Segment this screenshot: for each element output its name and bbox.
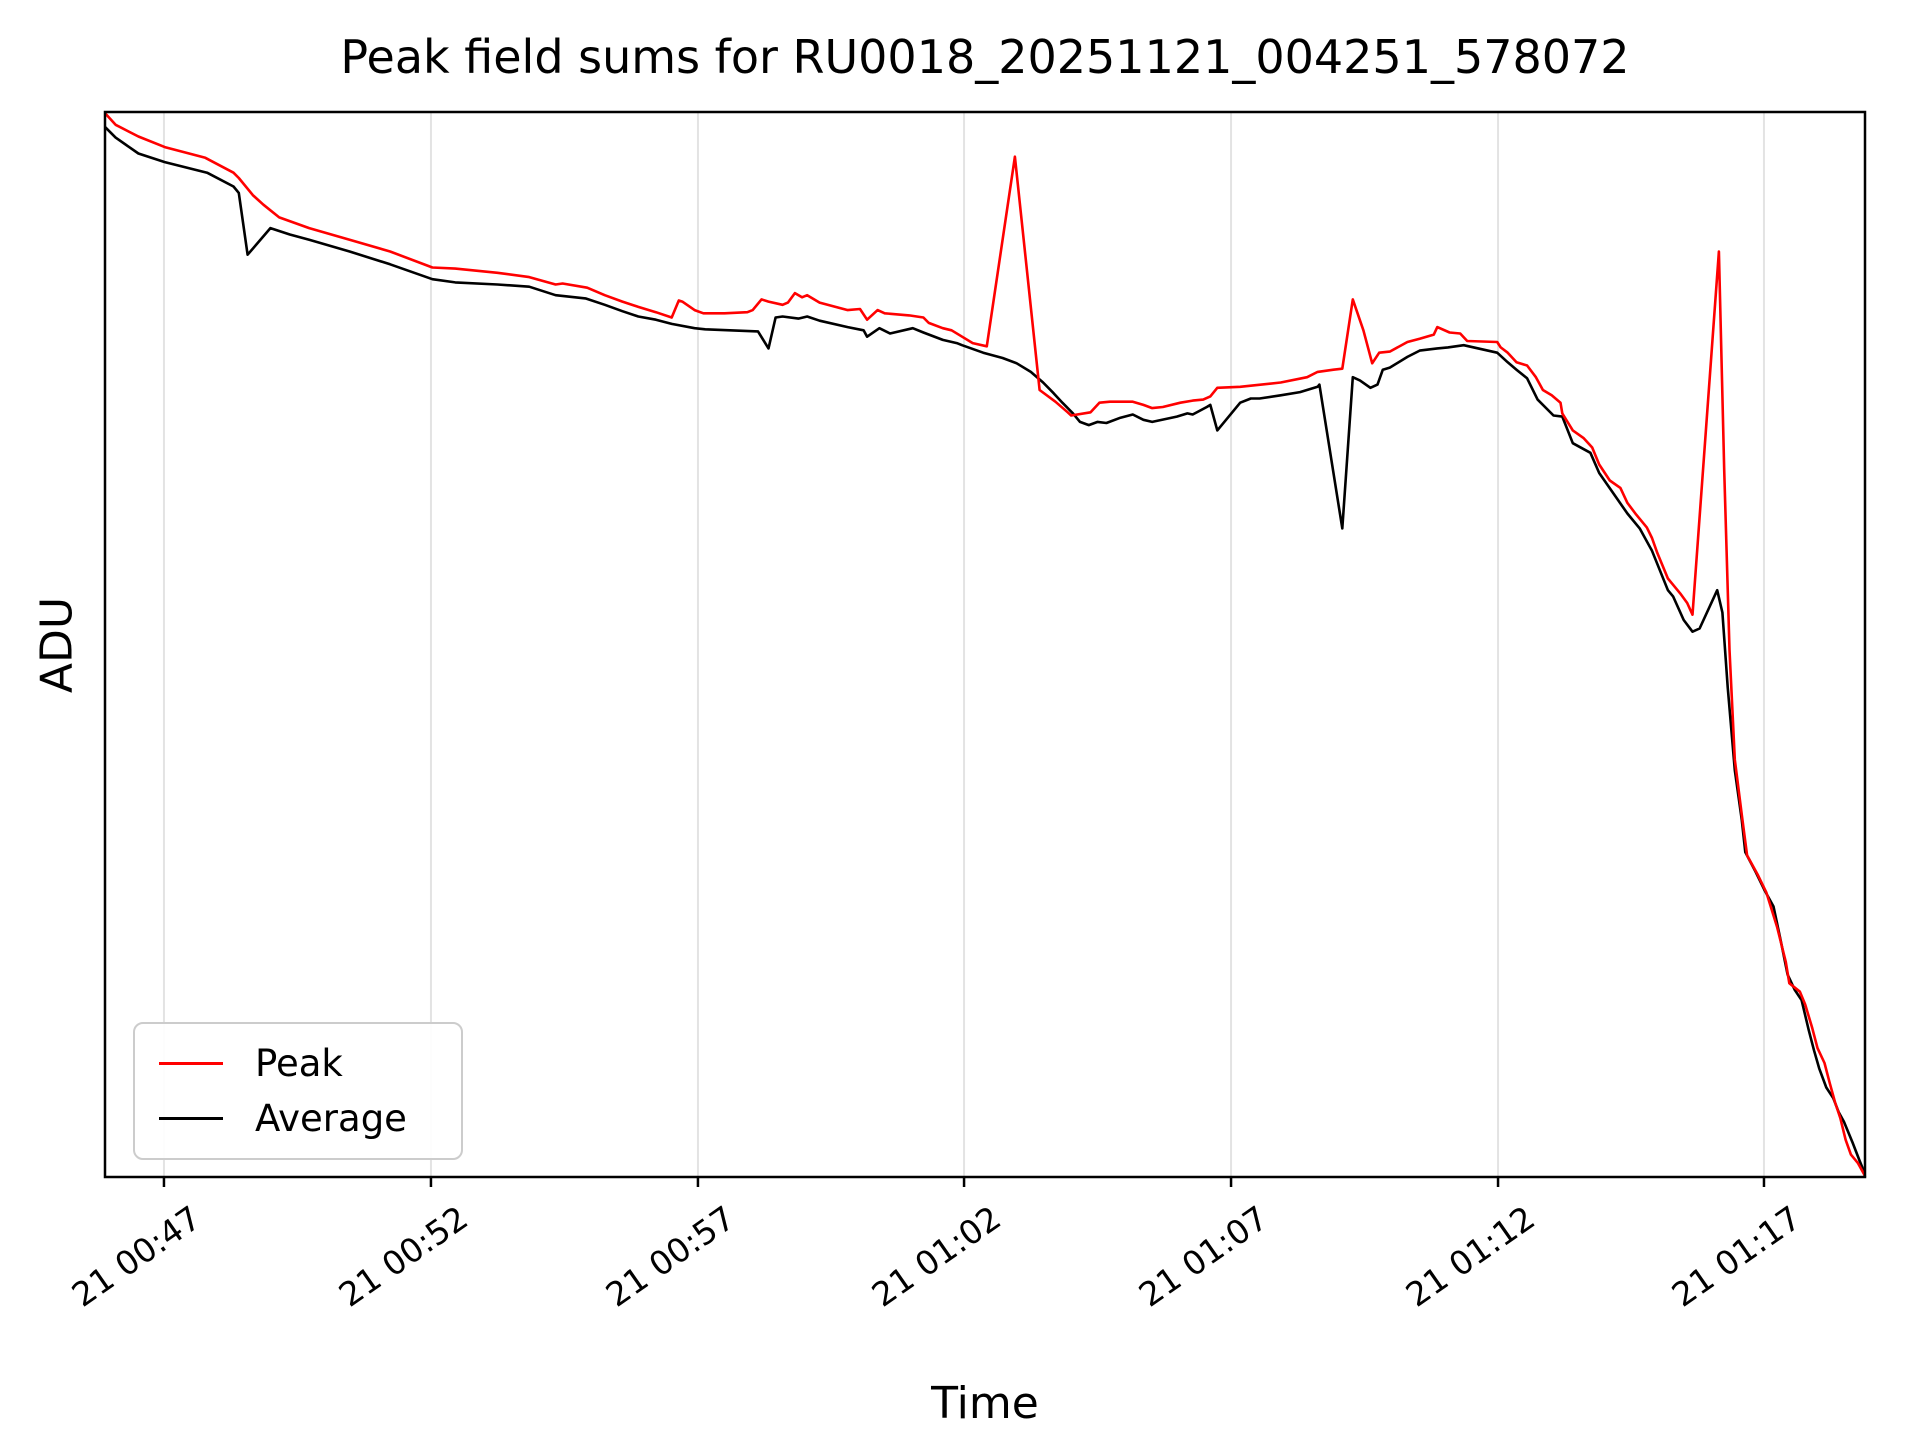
legend-entry-peak: Peak bbox=[145, 1042, 451, 1085]
legend-entry-average: Average bbox=[145, 1097, 451, 1140]
y-axis-label: ADU bbox=[31, 596, 83, 694]
legend: Peak Average bbox=[133, 1022, 463, 1160]
series-line-peak bbox=[104, 112, 1867, 1177]
data-series bbox=[104, 112, 1867, 1178]
chart-title: Peak field sums for RU0018_20251121_0042… bbox=[340, 30, 1630, 84]
x-axis-label: Time bbox=[931, 1378, 1039, 1429]
x-gridlines bbox=[162, 112, 1765, 1177]
legend-label-average: Average bbox=[255, 1097, 407, 1140]
x-tick-marks bbox=[162, 1177, 1766, 1187]
series-line-average bbox=[104, 125, 1867, 1178]
legend-line-sample-average bbox=[159, 1117, 223, 1120]
legend-label-peak: Peak bbox=[255, 1042, 343, 1085]
plot-border bbox=[103, 110, 1867, 1179]
legend-line-sample-peak bbox=[159, 1062, 223, 1065]
